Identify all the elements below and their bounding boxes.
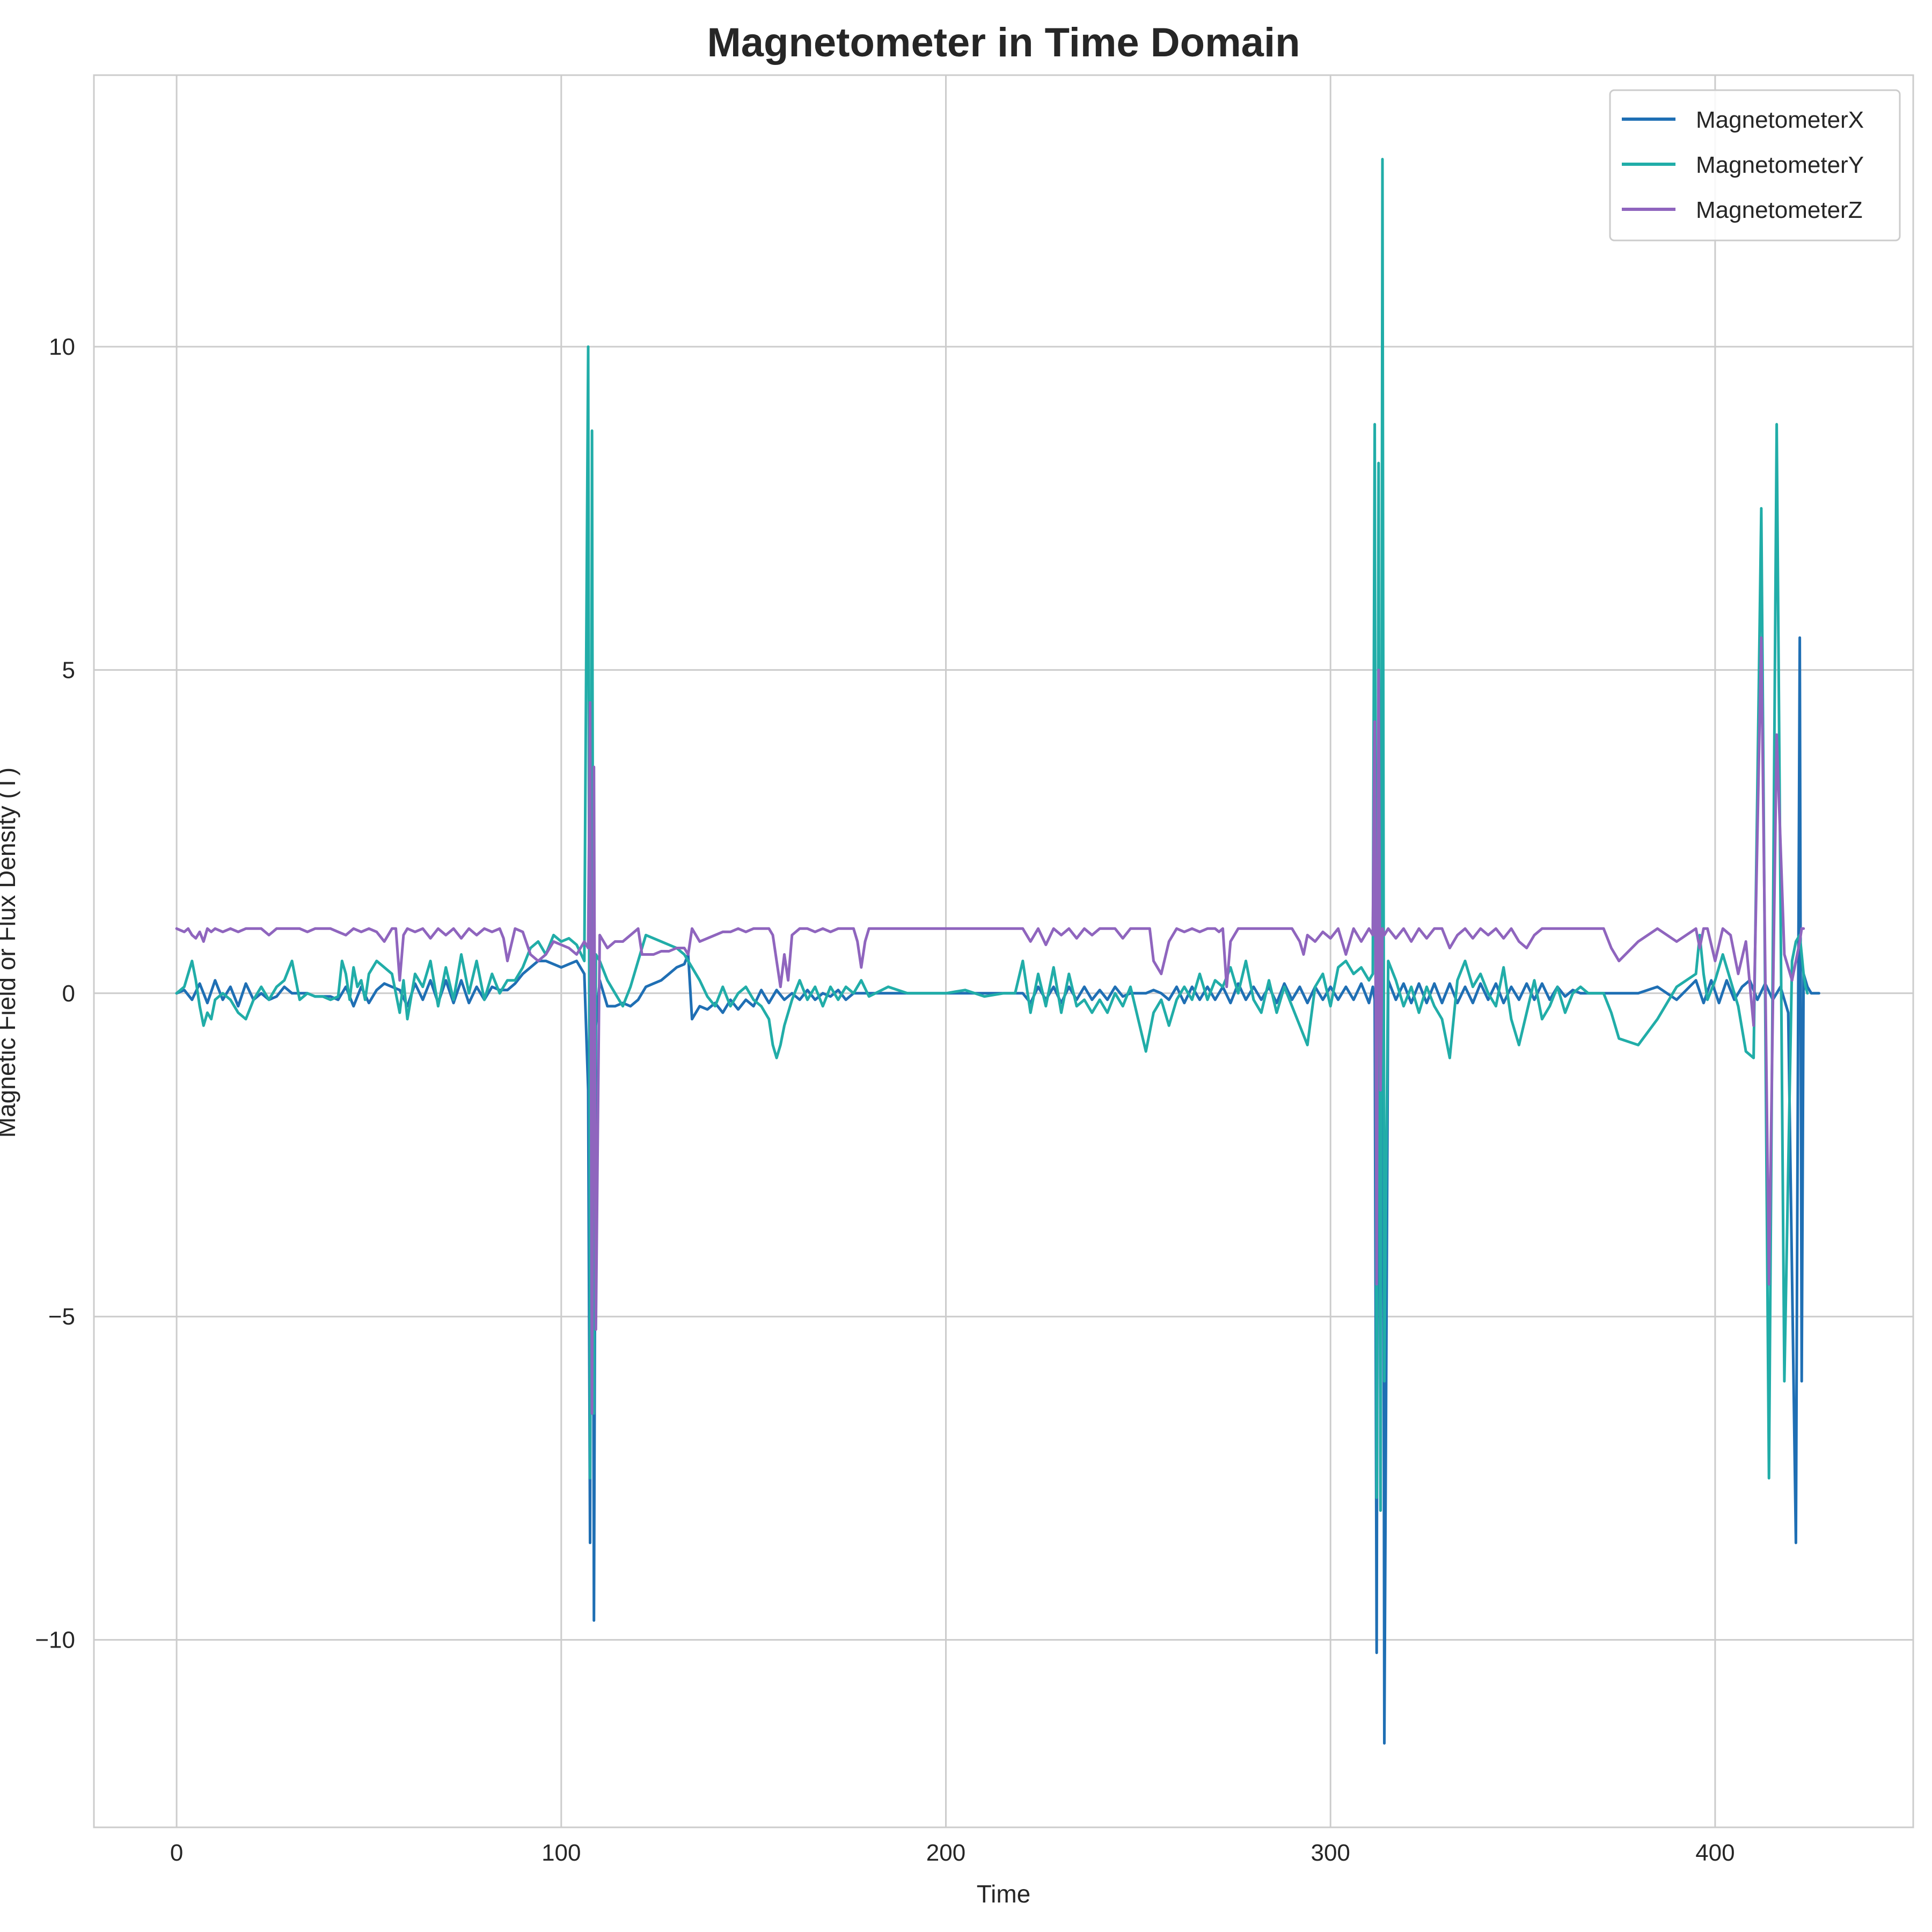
x-axis-label: Time <box>977 1880 1031 1908</box>
y-axis-label: Magnetic Field or Flux Density (T) <box>0 767 20 1138</box>
y-tick-label: 0 <box>62 980 75 1007</box>
tick-labels: 0 100 200 300 400 −10 −5 0 5 10 <box>35 334 1735 1866</box>
series-line-magnetometerx <box>175 507 1820 1745</box>
legend-box <box>1609 89 1901 241</box>
series-line-magnetometerz <box>175 636 1805 1415</box>
legend-entry-label: MagnetometerX <box>1696 107 1864 133</box>
series-line-magnetometery <box>175 158 1809 1512</box>
legend-entry-label: MagnetometerZ <box>1696 197 1863 223</box>
y-tick-label: 5 <box>62 657 75 683</box>
legend-entry-label: MagnetometerY <box>1696 152 1864 178</box>
x-tick-label: 400 <box>1695 1840 1735 1866</box>
legend: MagnetometerX MagnetometerY MagnetometerZ <box>1609 89 1901 241</box>
y-tick-label: −5 <box>48 1304 75 1330</box>
y-tick-label: 10 <box>49 334 75 360</box>
plot-frame <box>93 74 1914 1828</box>
x-tick-label: 100 <box>541 1840 581 1866</box>
y-tick-label: −10 <box>35 1627 75 1653</box>
x-tick-label: 300 <box>1311 1840 1350 1866</box>
series-lines <box>175 158 1820 1745</box>
chart-title: Magnetometer in Time Domain <box>707 20 1300 65</box>
x-tick-label: 200 <box>926 1840 965 1866</box>
x-tick-label: 0 <box>170 1840 183 1866</box>
